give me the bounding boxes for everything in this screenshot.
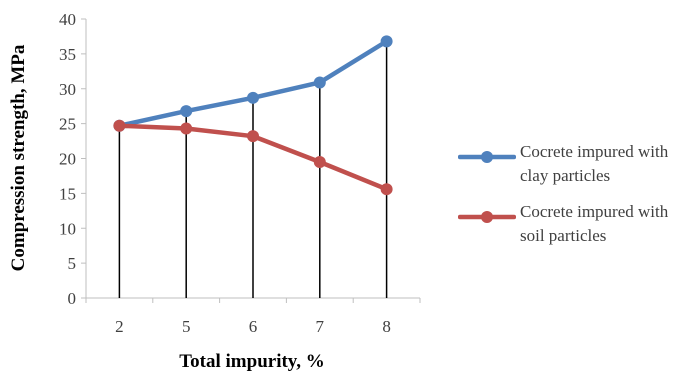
y-axis: 0 5 10 15 20 25 30 35 40 — [59, 10, 87, 308]
y-tick-label: 25 — [59, 115, 76, 134]
x-tick-label: 8 — [382, 317, 391, 336]
data-point — [180, 122, 193, 135]
data-point — [313, 155, 326, 168]
y-tick-label: 0 — [68, 289, 77, 308]
y-tick-label: 30 — [59, 80, 76, 99]
y-tick-label: 10 — [59, 219, 76, 238]
legend: Cocrete impured with clay particles Cocr… — [458, 140, 694, 260]
legend-item-clay: Cocrete impured with clay particles — [458, 140, 694, 200]
data-point — [113, 119, 126, 132]
x-axis-title: Total impurity, % — [179, 351, 325, 372]
legend-item-soil: Cocrete impured with soil particles — [458, 200, 694, 260]
y-tick-label: 35 — [59, 45, 76, 64]
x-tick-label: 5 — [182, 317, 191, 336]
data-point — [247, 91, 259, 104]
data-point — [180, 105, 193, 118]
y-tick-label: 20 — [59, 150, 76, 169]
drop-lines — [118, 41, 388, 298]
y-tick-label: 40 — [59, 10, 76, 29]
x-tick-label: 2 — [115, 317, 124, 336]
legend-swatch-soil-icon — [458, 211, 516, 223]
data-point — [380, 183, 393, 196]
x-tick-label: 6 — [249, 317, 258, 336]
legend-label-soil: Cocrete impured with soil particles — [520, 202, 669, 245]
data-point — [247, 130, 259, 143]
series — [113, 35, 393, 196]
data-point — [313, 76, 326, 89]
legend-swatch-clay-icon — [458, 151, 516, 163]
y-tick-label: 15 — [59, 184, 76, 203]
y-axis-title: Compression strength, MPa — [8, 44, 29, 271]
x-tick-label: 7 — [316, 317, 325, 336]
y-tick-label: 5 — [68, 254, 77, 273]
data-point — [380, 35, 393, 48]
x-axis: 2 5 6 7 8 — [85, 297, 421, 336]
legend-label-clay: Cocrete impured with clay particles — [520, 142, 669, 185]
series-soil — [113, 119, 393, 196]
